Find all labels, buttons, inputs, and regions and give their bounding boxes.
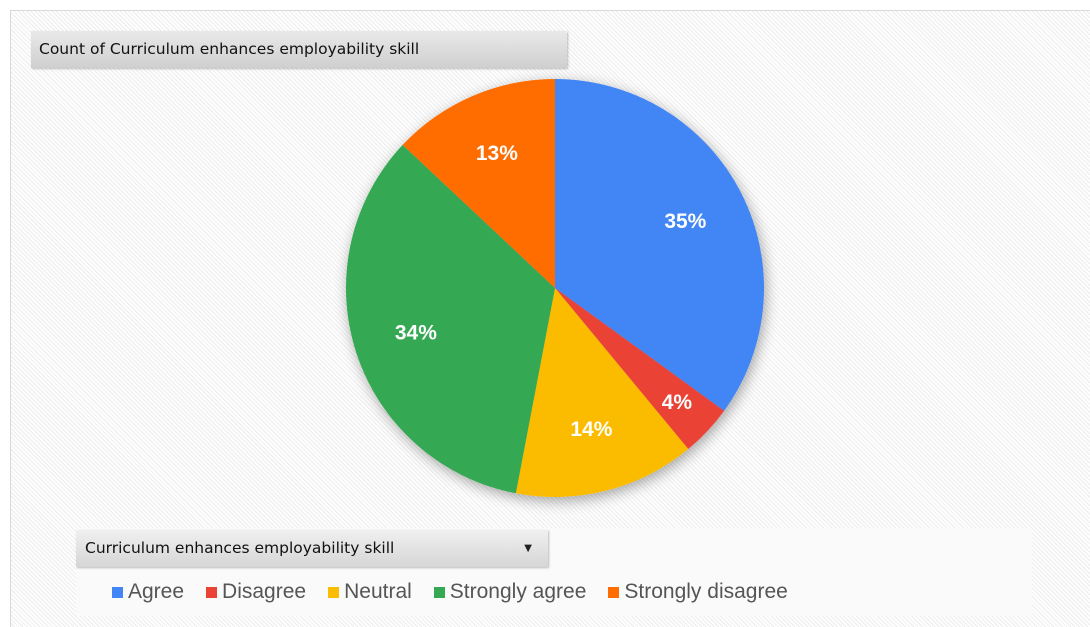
legend-swatch xyxy=(112,586,123,598)
legend-item: Strongly disagree xyxy=(608,580,788,604)
legend-label: Strongly agree xyxy=(449,580,587,603)
legend-swatch xyxy=(433,586,445,598)
pie-data-label: 13% xyxy=(476,142,518,165)
field-filter-button[interactable]: Curriculum enhances employability skill … xyxy=(76,530,548,567)
pie-slice-agree[interactable] xyxy=(555,79,764,411)
pie-slice-strongly-disagree[interactable] xyxy=(402,79,555,288)
pie-data-label: 34% xyxy=(395,322,437,345)
legend-label: Disagree xyxy=(222,580,307,603)
pie-data-label: 4% xyxy=(662,391,693,414)
legend: Agree Disagree Neutral Strongly agree Strong… xyxy=(112,578,810,606)
legend-swatch xyxy=(328,586,340,598)
field-filter-label: Curriculum enhances employability skill xyxy=(85,539,395,557)
pie-slice-disagree[interactable] xyxy=(555,288,725,450)
legend-swatch xyxy=(608,586,620,598)
pie-data-label: 35% xyxy=(664,210,706,233)
legend-swatch xyxy=(206,586,218,598)
legend-item: Agree xyxy=(112,580,184,604)
legend-label: Neutral xyxy=(344,580,412,603)
chart-title-button[interactable]: Count of Curriculum enhances employabili… xyxy=(31,31,567,68)
legend-label: Agree xyxy=(128,580,185,603)
legend-item: Disagree xyxy=(206,580,306,604)
dropdown-arrow-icon[interactable]: ▼ xyxy=(524,543,532,554)
pie-slice-strongly-agree[interactable] xyxy=(345,144,555,494)
pie-data-label: 14% xyxy=(570,418,612,441)
legend-item: Neutral xyxy=(328,580,412,604)
legend-label: Strongly disagree xyxy=(624,580,788,603)
pie-slice-neutral[interactable] xyxy=(515,288,689,497)
legend-item: Strongly agree xyxy=(433,580,587,604)
